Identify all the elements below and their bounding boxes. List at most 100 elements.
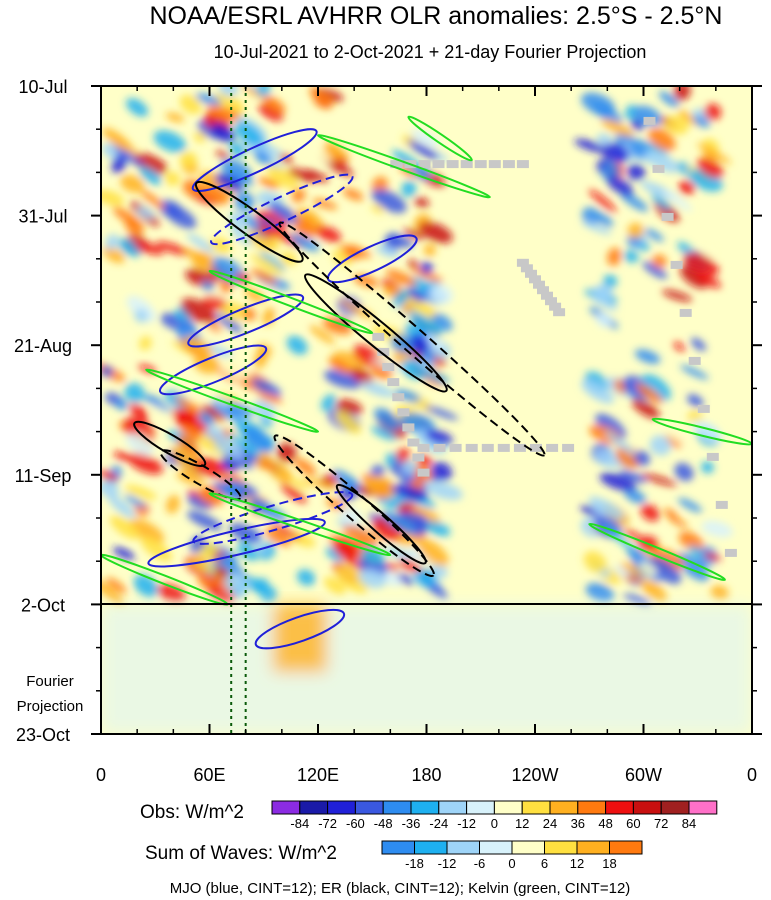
missing-patch-3-4 bbox=[392, 393, 405, 402]
anomaly-blob-3-11 bbox=[276, 307, 306, 327]
obs-colorbar-label-1: -72 bbox=[318, 816, 337, 831]
anomaly-blob-0-44 bbox=[165, 112, 185, 123]
missing-patch-3-0 bbox=[372, 332, 385, 341]
reference-longitude-lines bbox=[230, 86, 247, 734]
anomaly-blob-0-68 bbox=[140, 536, 172, 562]
anomaly-blob-3-53 bbox=[288, 167, 317, 183]
obs-colorbar-label-5: -24 bbox=[429, 816, 448, 831]
missing-patch-2-8 bbox=[715, 500, 728, 509]
waves-colorbar-label-4: 6 bbox=[541, 856, 548, 871]
obs-colorbar-swatch-3 bbox=[354, 800, 384, 815]
anomaly-blob-3-15 bbox=[324, 576, 346, 595]
anomaly-blob-3-42 bbox=[266, 165, 299, 189]
obs-colorbar-swatch-11 bbox=[577, 800, 607, 815]
waves-colorbar-label-2: -6 bbox=[474, 856, 486, 871]
kelvin-contour-16 bbox=[316, 134, 491, 199]
anomaly-blob-6-43 bbox=[581, 380, 614, 404]
anomaly-blob-0-23 bbox=[134, 241, 165, 255]
anomaly-blob-3-60 bbox=[339, 506, 362, 525]
anomaly-blob-4-21 bbox=[335, 565, 369, 594]
obs-colorbar-label-4: -36 bbox=[402, 816, 421, 831]
anomaly-blob-7-58 bbox=[635, 383, 663, 404]
anomaly-blob-5-65 bbox=[415, 568, 437, 588]
projection-label-line2: Projection bbox=[17, 698, 84, 715]
x-tick-label-2: 120E bbox=[297, 765, 339, 785]
mjo-contour-1 bbox=[210, 173, 354, 246]
missing-patch-3-1 bbox=[377, 347, 390, 356]
anomaly-blob-7-8 bbox=[631, 398, 660, 419]
mjo-contour-6 bbox=[192, 491, 354, 545]
missing-patch-3-6 bbox=[402, 423, 415, 432]
anomaly-blob-7-16 bbox=[688, 546, 706, 559]
mjo-contour-2 bbox=[187, 293, 305, 348]
anomaly-blob-4-40 bbox=[335, 399, 363, 415]
anomaly-blob-0-31 bbox=[164, 204, 197, 229]
missing-patch-1-0 bbox=[516, 258, 529, 267]
anomaly-blob-5-48 bbox=[401, 180, 417, 198]
mjo-contour-0 bbox=[191, 128, 318, 193]
chart-subtitle: 10-Jul-2021 to 2-Oct-2021 + 21-day Fouri… bbox=[214, 42, 647, 62]
observed-anomaly-field bbox=[101, 86, 733, 606]
anomaly-blob-6-64 bbox=[634, 450, 651, 466]
anomaly-blob-2-31 bbox=[239, 307, 257, 321]
missing-patch-0-5 bbox=[460, 160, 473, 169]
anomaly-blob-0-57 bbox=[112, 546, 135, 560]
anomaly-blob-3-51 bbox=[258, 460, 277, 471]
anomaly-blob-6-66 bbox=[603, 274, 618, 288]
anomaly-blob-4-36 bbox=[371, 204, 384, 214]
x-tick-label-3: 180 bbox=[411, 765, 441, 785]
anomaly-blob-7-42 bbox=[651, 254, 667, 268]
missing-patch-1-7 bbox=[545, 297, 557, 306]
anomaly-blob-0-34 bbox=[101, 189, 125, 206]
anomaly-blob-0-58 bbox=[127, 452, 163, 475]
anomaly-blob-0-56 bbox=[105, 233, 119, 251]
anomaly-blob-0-32 bbox=[113, 451, 132, 461]
kelvin-contour-21 bbox=[651, 417, 752, 446]
anomaly-blob-2-8 bbox=[244, 575, 266, 595]
anomaly-blob-5-47 bbox=[411, 129, 440, 148]
missing-patch-1-8 bbox=[549, 302, 562, 311]
obs-colorbar-title: Obs: W/m^2 bbox=[140, 802, 244, 823]
anomaly-blob-3-30 bbox=[250, 268, 278, 285]
anomaly-blob-1-24 bbox=[183, 248, 216, 268]
missing-patch-0-3 bbox=[432, 160, 445, 169]
projection-label-line1: Fourier bbox=[26, 673, 74, 690]
x-tick-label-1: 60E bbox=[193, 765, 225, 785]
obs-colorbar-swatch-7 bbox=[466, 800, 495, 815]
obs-colorbar-swatch-10 bbox=[549, 800, 579, 815]
anomaly-blob-2-40 bbox=[244, 287, 266, 303]
anomaly-blob-5-29 bbox=[430, 461, 453, 482]
anomaly-blob-0-19 bbox=[139, 336, 152, 351]
y-tick-label-5: 23-Oct bbox=[16, 725, 70, 745]
anomaly-blob-5-36 bbox=[418, 221, 453, 244]
anomaly-blob-7-22 bbox=[678, 109, 699, 126]
anomaly-blob-7-12 bbox=[634, 349, 661, 364]
anomaly-blob-0-26 bbox=[129, 403, 149, 421]
anomaly-blob-2-54 bbox=[234, 122, 263, 146]
er-contour-8 bbox=[194, 180, 304, 263]
missing-patch-2-4 bbox=[679, 308, 692, 317]
anomaly-blob-2-59 bbox=[229, 523, 262, 544]
anomaly-blob-5-45 bbox=[429, 284, 454, 305]
mjo-contour-4 bbox=[326, 234, 418, 284]
anomaly-blob-6-54 bbox=[619, 470, 647, 483]
waves-colorbar-title: Sum of Waves: W/m^2 bbox=[145, 843, 337, 864]
anomaly-blob-7-52 bbox=[648, 557, 682, 584]
anomaly-blob-3-59 bbox=[308, 325, 336, 345]
waves-colorbar-swatch-3 bbox=[479, 840, 513, 855]
anomaly-blob-7-33 bbox=[644, 228, 664, 242]
projection-field bbox=[101, 604, 752, 734]
anomaly-blob-0-4 bbox=[120, 174, 145, 193]
obs-colorbar-label-8: 12 bbox=[515, 816, 529, 831]
anomaly-blob-7-59 bbox=[687, 394, 704, 408]
anomaly-blob-5-19 bbox=[425, 481, 463, 501]
anomaly-blob-0-48 bbox=[136, 206, 155, 220]
anomaly-blob-3-69 bbox=[263, 96, 286, 113]
obs-colorbar-swatch-14 bbox=[660, 800, 690, 815]
obs-colorbar-swatch-15 bbox=[688, 800, 718, 815]
anomaly-blob-5-66 bbox=[409, 312, 442, 337]
anomaly-blob-7-46 bbox=[692, 116, 711, 128]
waves-colorbar: Sum of Waves: W/m^2 -18 -12 -6 0 6 12 18 bbox=[145, 840, 643, 871]
missing-patch-3-8 bbox=[412, 453, 425, 462]
